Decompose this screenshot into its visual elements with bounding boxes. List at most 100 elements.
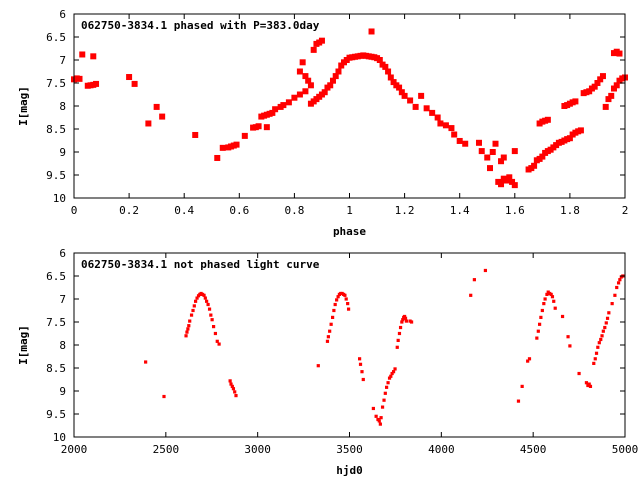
unphased-point	[162, 394, 166, 399]
unphased-point	[383, 391, 387, 395]
unphased-point	[203, 296, 207, 300]
phased-point	[610, 85, 617, 92]
unphased-point	[600, 334, 604, 338]
unphased-point	[211, 325, 216, 329]
unphased-point	[400, 320, 404, 324]
unphased-point	[346, 307, 351, 311]
phased-point	[566, 135, 573, 142]
unphased-point	[378, 422, 382, 426]
phased-point	[327, 82, 334, 89]
unphased-point	[577, 371, 581, 376]
phased-xtick-label: 0	[71, 204, 78, 217]
phased-point	[241, 132, 248, 139]
unphased-point	[599, 337, 603, 342]
unphased-point	[469, 293, 473, 297]
unphased-point	[185, 330, 189, 334]
phased-ytick-label: 6.5	[46, 31, 66, 44]
unphased-point	[613, 293, 617, 297]
phased-point	[591, 83, 598, 90]
phased-point	[531, 162, 538, 169]
unphased-point	[403, 316, 408, 320]
phased-xtick-label: 0.6	[229, 204, 249, 217]
phased-point	[429, 109, 436, 116]
unphased-point	[545, 292, 549, 296]
phased-point	[498, 181, 505, 188]
phased-point	[269, 109, 276, 116]
unphased-point	[588, 384, 593, 388]
unphased-point	[234, 394, 238, 398]
phased-point	[396, 84, 403, 91]
unphased-point	[209, 313, 213, 317]
phased-point	[572, 98, 579, 105]
unphased-point	[189, 313, 194, 317]
phased-point	[434, 114, 441, 121]
unphased-point	[386, 381, 390, 385]
phased-point	[511, 182, 518, 189]
phased-ytick-label: 7.5	[46, 77, 66, 90]
unphased-point	[401, 318, 405, 322]
unphased-point	[184, 334, 188, 338]
unphased-point	[390, 371, 394, 376]
unphased-ytick-label: 6.5	[46, 270, 66, 283]
phased-point	[462, 140, 469, 147]
unphased-point	[542, 302, 546, 306]
phased-point	[594, 80, 601, 86]
unphased-point	[316, 364, 320, 368]
phased-ytick-label: 10	[53, 192, 66, 205]
unphased-point	[396, 338, 400, 342]
unphased-point	[331, 315, 335, 319]
unphased-point	[358, 362, 363, 366]
unphased-point	[233, 390, 237, 394]
unphased-point	[535, 336, 539, 340]
phased-point	[506, 174, 513, 181]
unphased-point	[193, 299, 198, 303]
phased-point	[305, 77, 312, 84]
phased-point	[475, 139, 482, 146]
phased-point	[76, 75, 83, 82]
phased-point	[329, 77, 336, 84]
unphased-point	[333, 302, 337, 307]
phased-xtick-label: 1	[346, 204, 353, 217]
phased-point	[272, 106, 279, 113]
unphased-point	[360, 370, 364, 374]
unphased-point	[538, 322, 542, 326]
unphased-point	[592, 361, 596, 365]
phased-point	[335, 68, 342, 75]
phased-point	[318, 37, 325, 44]
unphased-point	[332, 308, 336, 313]
phased-ytick-label: 8	[59, 100, 66, 113]
phased-point	[385, 68, 392, 75]
unphased-xtick-label: 3000	[244, 443, 271, 456]
unphased-point	[549, 292, 553, 296]
phased-point	[407, 97, 414, 104]
phased-xtick-label: 1.2	[395, 204, 415, 217]
phased-point	[451, 131, 458, 138]
phased-point	[503, 177, 510, 184]
phased-point	[302, 73, 309, 80]
unphased-point	[540, 308, 544, 313]
phased-point	[321, 89, 328, 96]
phased-point	[492, 140, 499, 147]
phased-point	[599, 73, 606, 80]
unphased-point	[618, 278, 622, 282]
phased-point	[126, 74, 133, 81]
unphased-point	[603, 325, 607, 330]
unphased-point	[377, 419, 381, 423]
phased-light-curve-plot: 0 0.2 0.4 0.6 0.8 1 1.2 1.4 1.6 1.8 2 6 6.5 7 7.5 8 8.5 9…	[17, 8, 628, 238]
unphased-point	[358, 357, 362, 361]
phased-point	[412, 103, 419, 110]
phased-point	[597, 76, 604, 83]
unphased-chart-title: 062750-3834.1 not phased light curve	[81, 258, 320, 271]
unphased-point	[409, 320, 414, 324]
phased-xtick-label: 1.6	[505, 204, 525, 217]
unphased-xtick-label: 3500	[336, 443, 363, 456]
unphased-point	[385, 385, 389, 389]
phased-point	[145, 120, 152, 127]
unphased-point	[191, 308, 195, 313]
unphased-point	[596, 345, 600, 349]
unphased-point	[387, 376, 392, 380]
unphased-point	[616, 281, 621, 285]
unphased-point	[361, 377, 365, 382]
phased-point	[602, 103, 609, 110]
